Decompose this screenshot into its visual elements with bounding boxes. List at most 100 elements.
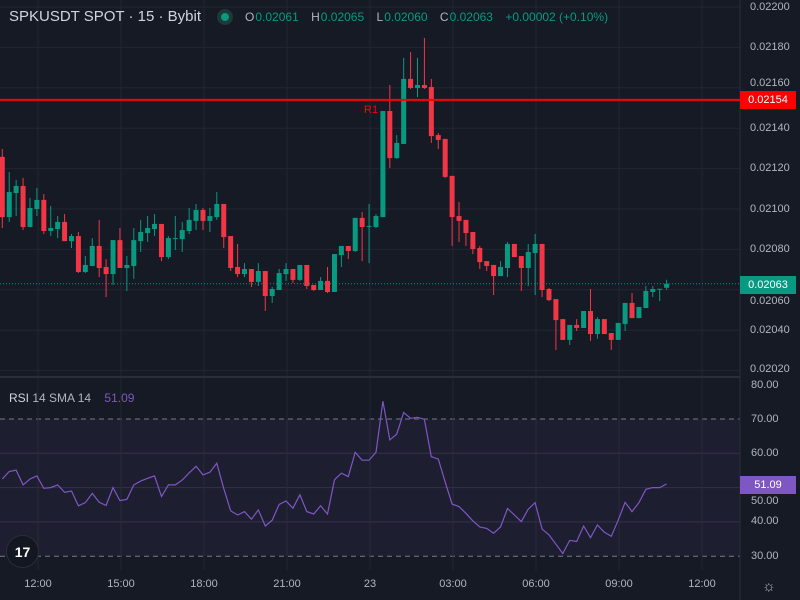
- candle: [408, 52, 414, 90]
- candle: [297, 264, 303, 281]
- candle: [421, 37, 427, 90]
- candle: [629, 293, 635, 319]
- candle-body: [255, 271, 261, 282]
- candle: [567, 324, 573, 345]
- price-tick: 0.02140: [750, 121, 790, 134]
- candle-body: [553, 299, 559, 321]
- candle-body: [608, 333, 614, 340]
- candle-body: [401, 78, 407, 144]
- candle: [193, 203, 199, 231]
- candle: [179, 221, 185, 253]
- candle: [518, 256, 524, 292]
- candle: [560, 319, 566, 340]
- candle: [228, 236, 234, 272]
- rsi-tick: 30.00: [751, 549, 779, 562]
- candle: [20, 177, 26, 231]
- candle: [82, 256, 88, 274]
- settings-gear-icon[interactable]: ☼: [762, 578, 776, 595]
- rsi-band-fill: [0, 419, 740, 556]
- candle-body: [601, 319, 607, 335]
- candle: [145, 216, 151, 242]
- candle: [325, 266, 331, 294]
- candle: [172, 216, 178, 251]
- candle-body: [276, 273, 282, 291]
- candle-body: [491, 264, 497, 277]
- resistance-price-label: 0.02154: [740, 91, 796, 109]
- candle: [532, 234, 538, 296]
- time-tick: 12:00: [688, 578, 716, 590]
- candle-body: [124, 264, 130, 268]
- candle-body: [615, 322, 621, 340]
- candle-body: [262, 271, 268, 297]
- rsi-line: [1, 401, 667, 555]
- symbol-title[interactable]: SPKUSDT SPOT · 15 · Bybit: [9, 8, 202, 25]
- candle: [456, 201, 462, 242]
- candle: [581, 311, 587, 328]
- candle: [594, 317, 600, 339]
- candle-body: [463, 219, 469, 234]
- candle-body: [622, 302, 628, 324]
- time-tick: 23: [363, 578, 377, 590]
- candle: [276, 268, 282, 291]
- open-value: 0.02061: [255, 9, 299, 24]
- candle: [449, 175, 455, 246]
- rsi-tick: 40.00: [751, 515, 779, 528]
- candle-body: [290, 268, 296, 280]
- candle: [290, 268, 296, 283]
- close-value: 0.02063: [449, 9, 493, 24]
- candle: [110, 240, 116, 285]
- candle: [539, 243, 545, 298]
- tradingview-logo[interactable]: 17: [6, 535, 39, 568]
- candle: [366, 203, 372, 264]
- candle-body: [498, 266, 504, 277]
- candle: [470, 232, 476, 255]
- candle: [511, 243, 517, 258]
- candle-body: [228, 236, 234, 268]
- candle: [428, 78, 434, 143]
- candle: [283, 263, 289, 281]
- rsi-name: RSI: [9, 391, 30, 405]
- candle-body: [304, 264, 310, 286]
- candle-body: [629, 302, 635, 319]
- candle-body: [96, 245, 102, 268]
- candle: [131, 227, 137, 279]
- ohlc-values: O0.02061 H0.02065 L0.02060 C0.02063 +0.0…: [245, 9, 609, 24]
- candle-body: [318, 280, 324, 291]
- candle: [138, 219, 144, 253]
- candle: [477, 245, 483, 269]
- candle-body: [574, 324, 580, 328]
- price-tick: 0.02100: [750, 202, 790, 215]
- candle-body: [449, 175, 455, 218]
- candle: [546, 287, 552, 302]
- low-value: 0.02060: [384, 9, 428, 24]
- candle-body: [331, 254, 337, 293]
- candle: [373, 214, 379, 228]
- candle-body: [366, 225, 372, 227]
- candle-body: [415, 84, 420, 89]
- rsi-tick: 80.00: [751, 379, 779, 391]
- candle: [221, 203, 227, 248]
- candle: [48, 205, 54, 237]
- candle: [484, 261, 490, 272]
- candle-body: [179, 230, 185, 240]
- rsi-tick: 60.00: [751, 446, 779, 459]
- rsi-legend[interactable]: RSI 14 SMA 14 51.09: [9, 391, 134, 405]
- candle: [442, 138, 448, 178]
- candle: [27, 197, 33, 227]
- candle: [338, 245, 344, 267]
- candle-body: [138, 232, 144, 242]
- candle: [242, 263, 247, 278]
- candle: [200, 207, 206, 231]
- candle-body: [297, 264, 303, 280]
- candle-body: [41, 199, 47, 232]
- candle: [415, 57, 420, 98]
- candle-body: [352, 217, 358, 252]
- candle-body: [636, 306, 642, 319]
- candle: [387, 84, 393, 168]
- market-status-icon[interactable]: [217, 8, 234, 25]
- symbol-legend: SPKUSDT SPOT · 15 · Bybit O0.02061 H0.02…: [9, 8, 609, 25]
- candle-body: [207, 216, 213, 221]
- candle: [318, 277, 324, 291]
- candle: [152, 214, 158, 237]
